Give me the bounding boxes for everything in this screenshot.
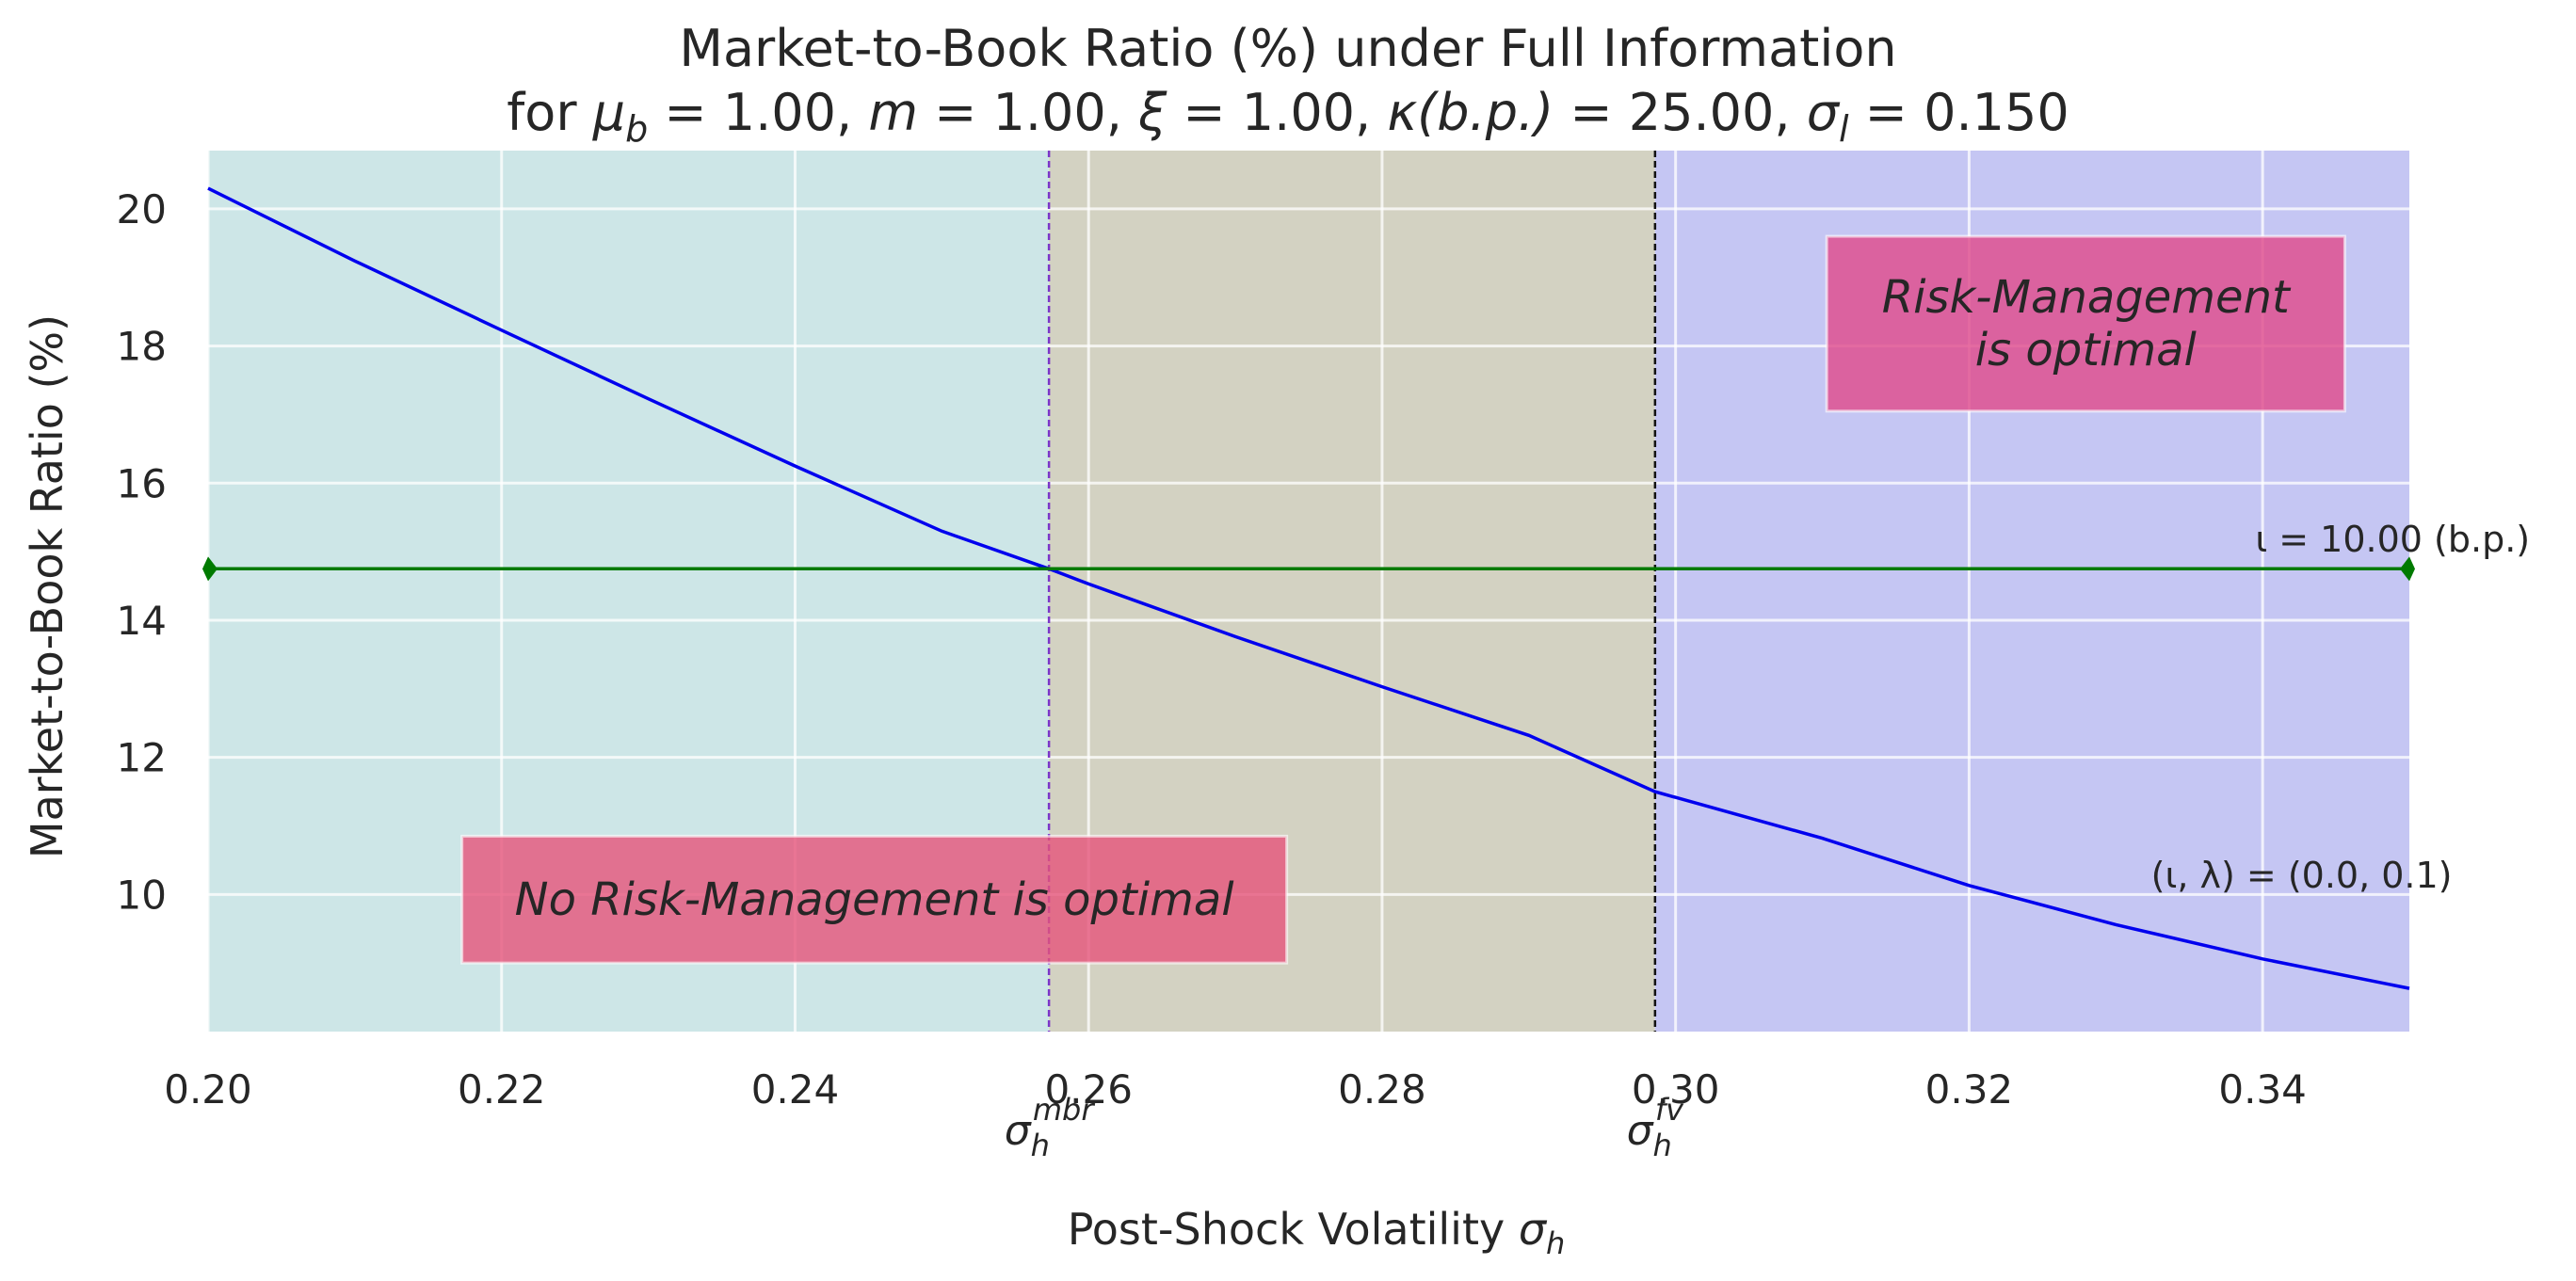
series-label-2: ι = 10.00 (b.p.)	[2255, 519, 2530, 560]
chart-title-line2: for μb = 1.00, m = 1.00, ξ = 1.00, κ(b.p…	[507, 83, 2069, 150]
x-tick-label: 0.22	[458, 1066, 546, 1113]
x-tick-label: 0.28	[1338, 1066, 1426, 1113]
x-tick-label: 0.24	[751, 1066, 840, 1113]
annotation-box-2	[460, 834, 1289, 965]
y-tick-label: 18	[117, 324, 167, 370]
vline-label-fv: σhfv	[1627, 1092, 1684, 1163]
x-tick-label: 0.32	[1925, 1066, 2014, 1113]
annotation-text-2-1: No Risk-Management is optimal	[515, 873, 1235, 926]
y-tick-label: 20	[117, 186, 167, 232]
vertical-reference-lines: σhmbr σhfv	[1005, 151, 1684, 1163]
series-label-1: (ι, λ) = (0.0, 0.1)	[2151, 855, 2453, 896]
iota-line-left-marker	[202, 556, 217, 582]
y-tick-label: 16	[117, 460, 167, 506]
tick-labels: 0.20 0.22 0.24 0.26 0.28 0.30 0.32 0.34 10 12 14 16…	[117, 186, 2307, 1113]
y-axis-label: Market-to-Book Ratio (%)	[22, 314, 72, 858]
vline-label-mbr: σhmbr	[1005, 1092, 1096, 1163]
series-lines: (ι, λ) = (0.0, 0.1) ι = 10.00 (b.p.)	[202, 186, 2530, 990]
y-tick-label: 12	[117, 735, 167, 781]
y-tick-label: 10	[117, 872, 167, 918]
series-line-1	[207, 186, 2410, 990]
x-tick-label: 0.20	[164, 1066, 252, 1113]
iota-line-right-marker	[2400, 556, 2415, 582]
y-tick-label: 14	[117, 598, 167, 644]
annotation-box-1	[1825, 234, 2346, 413]
annotation-text-1-2: is optimal	[1975, 324, 2198, 376]
chart-title-line1: Market-to-Book Ratio (%) under Full Info…	[679, 19, 1896, 78]
x-tick-label: 0.34	[2218, 1066, 2307, 1113]
annotation-text-1-1: Risk-Management	[1882, 271, 2292, 324]
x-tick-label: 0.26	[1044, 1066, 1133, 1113]
x-axis-label: Post-Shock Volatility σh	[1068, 1204, 1566, 1261]
x-tick-label: 0.30	[1632, 1066, 1720, 1113]
shaded-regions	[208, 151, 2409, 1032]
